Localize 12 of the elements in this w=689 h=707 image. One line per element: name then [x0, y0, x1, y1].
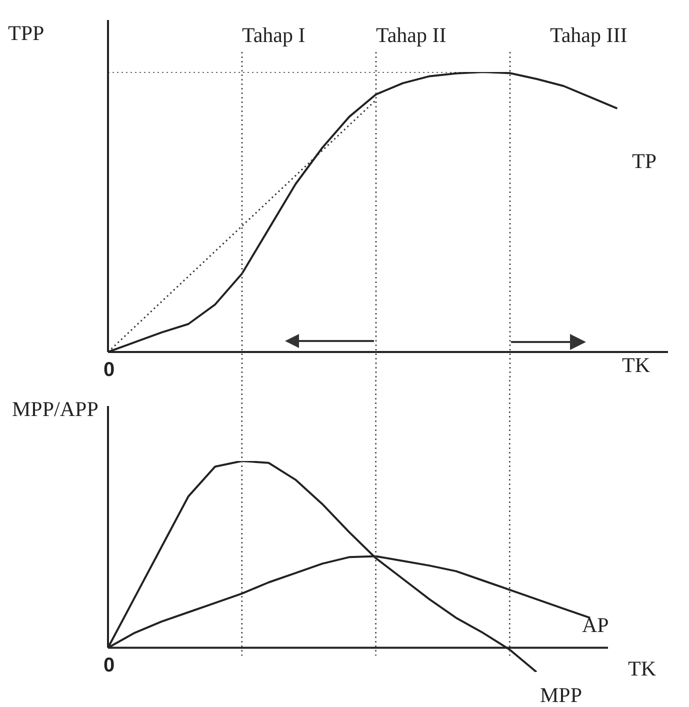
text: Tahap I — [242, 23, 306, 47]
y-axis-title: TPP — [8, 21, 44, 45]
series-label: MPP — [540, 683, 582, 707]
text: Tahap III — [550, 23, 628, 47]
text: Tahap II — [376, 23, 446, 47]
text: TP — [632, 149, 657, 173]
x-axis-title: TK — [628, 656, 656, 681]
series-label: AP — [582, 613, 609, 637]
y-axis-title: MPP/APP — [12, 397, 98, 421]
text: 0 — [103, 359, 115, 381]
annotation: 0 — [103, 654, 115, 677]
x-axis-title: TK — [622, 353, 650, 377]
